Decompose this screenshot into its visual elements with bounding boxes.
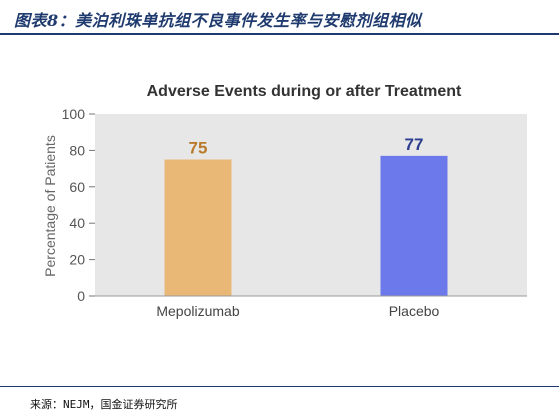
source-note: 来源：NEJM，国金证券研究所 [30, 398, 178, 411]
footer-divider [0, 386, 559, 387]
report-title: 图表8：美泊利珠单抗组不良事件发生率与安慰剂组相似 [14, 11, 422, 30]
x-tick-label: Mepolizumab [156, 303, 239, 319]
bars-group: 75 77 [164, 135, 448, 296]
y-axis-ticks: 0 20 40 60 80 100 [62, 106, 95, 304]
x-axis-ticks: Mepolizumab Placebo [95, 295, 527, 319]
y-tick-label: 100 [62, 106, 86, 122]
y-tick-label: 40 [69, 215, 85, 231]
y-tick-label: 0 [77, 288, 85, 304]
x-tick-label: Placebo [389, 303, 440, 319]
bar-placebo [380, 155, 448, 296]
bar-mepolizumab [164, 159, 232, 296]
y-tick-label: 60 [69, 179, 85, 195]
report-header: 图表8：美泊利珠单抗组不良事件发生率与安慰剂组相似 [0, 0, 559, 38]
y-tick-label: 20 [69, 252, 85, 268]
plot-area [95, 114, 527, 296]
y-axis-label: Percentage of Patients [42, 135, 58, 277]
y-tick-label: 80 [69, 142, 85, 158]
header-divider [0, 33, 559, 35]
bar-value-label: 75 [189, 139, 208, 158]
chart-title: Adverse Events during or after Treatment [147, 83, 462, 100]
bar-value-label: 77 [405, 135, 424, 154]
